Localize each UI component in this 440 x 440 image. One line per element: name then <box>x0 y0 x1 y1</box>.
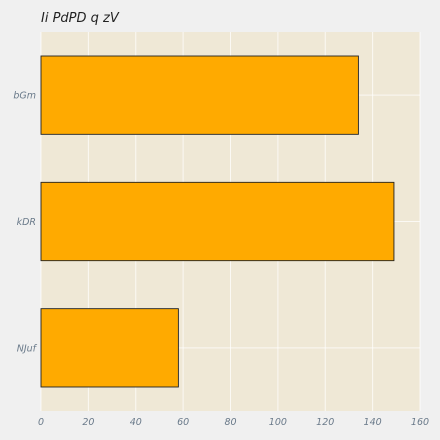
x-tick-label-140: 140 <box>364 417 382 428</box>
y-tick-label-bGm: bGm <box>13 91 36 102</box>
x-tick-label-100: 100 <box>269 417 287 428</box>
x-tick-label-160: 160 <box>411 417 429 428</box>
bar-bGm <box>40 55 359 135</box>
bars <box>40 55 395 388</box>
x-tick-label-0: 0 <box>38 417 44 428</box>
x-tick-label-120: 120 <box>316 417 334 428</box>
y-tick-label-NJuf: NJuf <box>17 343 38 354</box>
x-tick-label-60: 60 <box>177 417 189 428</box>
x-tick-label-20: 20 <box>82 417 94 428</box>
bar-NJuf <box>40 308 179 388</box>
chart-title: Ii PdPD q zV <box>41 11 120 26</box>
x-axis-labels: 0 20 40 60 80 100 120 140 160 <box>38 417 429 428</box>
y-axis-labels: bGm kDR NJuf <box>13 91 37 355</box>
x-tick-label-40: 40 <box>130 417 142 428</box>
x-tick-label-80: 80 <box>224 417 236 428</box>
y-tick-label-kDR: kDR <box>17 217 36 228</box>
bar-kDR <box>40 181 395 262</box>
